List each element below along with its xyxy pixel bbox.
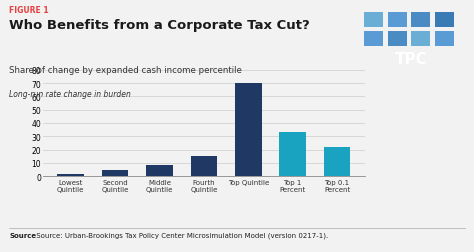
Bar bbox=[191, 156, 217, 176]
Bar bbox=[364, 32, 383, 47]
Bar bbox=[411, 32, 430, 47]
Bar bbox=[388, 13, 407, 28]
Text: Source: Urban-Brookings Tax Policy Center Microsimulation Model (version 0217-1): Source: Urban-Brookings Tax Policy Cente… bbox=[34, 232, 328, 238]
Bar bbox=[102, 170, 128, 176]
Text: Who Benefits from a Corporate Tax Cut?: Who Benefits from a Corporate Tax Cut? bbox=[9, 19, 310, 32]
Bar bbox=[57, 174, 84, 176]
Text: Share of change by expanded cash income percentile: Share of change by expanded cash income … bbox=[9, 66, 242, 75]
Bar bbox=[388, 32, 407, 47]
Bar bbox=[411, 13, 430, 28]
Bar bbox=[324, 147, 350, 176]
Text: FIGURE 1: FIGURE 1 bbox=[9, 6, 49, 15]
Bar bbox=[364, 13, 383, 28]
Text: TPC: TPC bbox=[395, 52, 428, 67]
Text: Long-run rate change in burden: Long-run rate change in burden bbox=[9, 89, 131, 99]
Bar bbox=[279, 133, 306, 176]
Text: Source: Source bbox=[9, 232, 36, 238]
Bar bbox=[435, 32, 454, 47]
Bar bbox=[235, 84, 262, 176]
Bar bbox=[435, 13, 454, 28]
Bar bbox=[146, 165, 173, 176]
